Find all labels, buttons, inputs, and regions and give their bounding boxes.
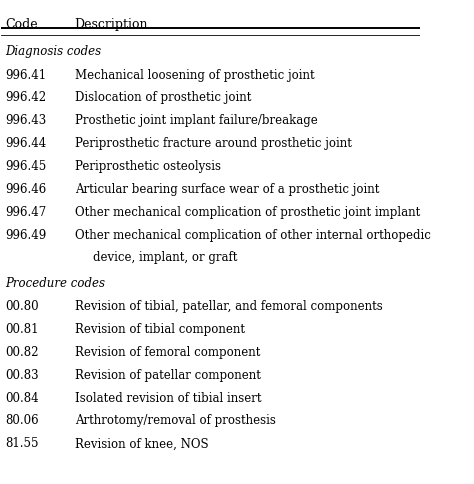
- Text: Arthrotomy/removal of prosthesis: Arthrotomy/removal of prosthesis: [74, 414, 275, 427]
- Text: 00.82: 00.82: [6, 346, 39, 359]
- Text: Revision of knee, NOS: Revision of knee, NOS: [74, 438, 208, 450]
- Text: Diagnosis codes: Diagnosis codes: [6, 45, 102, 58]
- Text: 996.44: 996.44: [6, 137, 47, 150]
- Text: Periprosthetic osteolysis: Periprosthetic osteolysis: [74, 160, 220, 173]
- Text: Revision of femoral component: Revision of femoral component: [74, 346, 260, 359]
- Text: Procedure codes: Procedure codes: [6, 277, 106, 290]
- Text: 996.47: 996.47: [6, 206, 47, 219]
- Text: Mechanical loosening of prosthetic joint: Mechanical loosening of prosthetic joint: [74, 69, 314, 82]
- Text: Code: Code: [6, 18, 38, 31]
- Text: Revision of tibial component: Revision of tibial component: [74, 323, 245, 336]
- Text: 996.42: 996.42: [6, 91, 47, 105]
- Text: 996.46: 996.46: [6, 183, 47, 196]
- Text: 80.06: 80.06: [6, 414, 39, 427]
- Text: device, implant, or graft: device, implant, or graft: [93, 251, 238, 264]
- Text: 00.84: 00.84: [6, 392, 39, 405]
- Text: 00.81: 00.81: [6, 323, 39, 336]
- Text: Periprosthetic fracture around prosthetic joint: Periprosthetic fracture around prostheti…: [74, 137, 352, 150]
- Text: 00.83: 00.83: [6, 369, 39, 382]
- Text: 996.41: 996.41: [6, 69, 47, 82]
- Text: Other mechanical complication of other internal orthopedic: Other mechanical complication of other i…: [74, 228, 430, 242]
- Text: Articular bearing surface wear of a prosthetic joint: Articular bearing surface wear of a pros…: [74, 183, 379, 196]
- Text: Dislocation of prosthetic joint: Dislocation of prosthetic joint: [74, 91, 251, 105]
- Text: Isolated revision of tibial insert: Isolated revision of tibial insert: [74, 392, 261, 405]
- Text: Revision of patellar component: Revision of patellar component: [74, 369, 261, 382]
- Text: 996.43: 996.43: [6, 114, 47, 127]
- Text: Description: Description: [74, 18, 148, 31]
- Text: Prosthetic joint implant failure/breakage: Prosthetic joint implant failure/breakag…: [74, 114, 318, 127]
- Text: Other mechanical complication of prosthetic joint implant: Other mechanical complication of prosthe…: [74, 206, 420, 219]
- Text: Revision of tibial, patellar, and femoral components: Revision of tibial, patellar, and femora…: [74, 300, 383, 313]
- Text: 996.45: 996.45: [6, 160, 47, 173]
- Text: 81.55: 81.55: [6, 438, 39, 450]
- Text: 00.80: 00.80: [6, 300, 39, 313]
- Text: 996.49: 996.49: [6, 228, 47, 242]
